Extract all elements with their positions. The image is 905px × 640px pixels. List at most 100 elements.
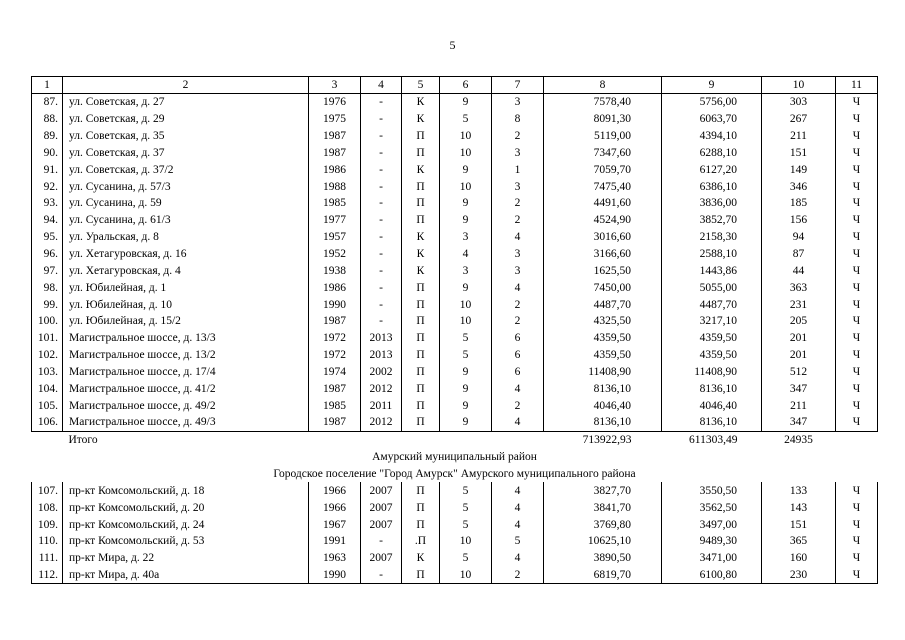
- table-cell: 1966: [308, 482, 361, 500]
- column-header: 4: [360, 76, 402, 94]
- table-cell: Магистральное шоссе, д. 13/2: [62, 346, 309, 364]
- table-cell: Ч: [835, 346, 878, 364]
- table-cell: П: [401, 363, 440, 381]
- table-row: 104. Магистральное шоссе, д. 41/2 1987 2012…: [31, 380, 878, 398]
- table-cell: 1987: [308, 144, 361, 162]
- table-cell: Магистральное шоссе, д. 13/3: [62, 329, 309, 347]
- table-cell: 2007: [360, 516, 402, 533]
- table-cell: 512: [761, 363, 836, 381]
- table-cell: 2: [491, 312, 544, 330]
- table-cell: 9: [439, 161, 492, 179]
- table-cell: П: [401, 346, 440, 364]
- table-cell: 8: [491, 110, 544, 128]
- table-cell: 2012: [360, 380, 402, 398]
- table-cell: 4: [491, 482, 544, 500]
- table-cell: К: [401, 262, 440, 280]
- table-cell: 1986: [308, 279, 361, 297]
- column-header: 7: [491, 76, 544, 94]
- table-cell: 4046,40: [661, 397, 762, 415]
- table-cell: 4359,50: [661, 329, 762, 347]
- table-cell: 3: [439, 262, 492, 280]
- table-row: 112. пр-кт Мира, д. 40а 1990- П 10 2 6819,70 61…: [31, 566, 878, 585]
- table-cell: 110.: [31, 532, 63, 550]
- table-cell: 6386,10: [661, 178, 762, 196]
- table-cell: -: [360, 178, 402, 196]
- table-cell: 94: [761, 228, 836, 246]
- total-area: 713922,93: [582, 434, 632, 447]
- table-cell: пр-кт Комсомольский, д. 24: [62, 516, 309, 533]
- table-cell: 1988: [308, 178, 361, 196]
- table-cell: 10: [439, 127, 492, 145]
- table-cell: ул. Сусанина, д. 59: [62, 195, 309, 212]
- table-cell: 1966: [308, 499, 361, 517]
- table-cell: 5: [439, 482, 492, 500]
- table-cell: П: [401, 380, 440, 398]
- table-row: 87. ул. Советская, д. 27 1976- К 9 3 7578,40 57…: [31, 93, 878, 111]
- table-cell: 9: [439, 195, 492, 212]
- table-cell: Ч: [835, 211, 878, 229]
- table-cell: Ч: [835, 312, 878, 330]
- column-header: 2: [62, 76, 309, 94]
- table-cell: 6100,80: [661, 566, 762, 585]
- table-cell: -: [360, 110, 402, 128]
- table-cell: 9: [439, 363, 492, 381]
- table-cell: 8136,10: [543, 380, 662, 398]
- total-label: Итого: [68, 434, 98, 447]
- table-cell: Ч: [835, 127, 878, 145]
- table-cell: 101.: [31, 329, 63, 347]
- table-cell: 3: [491, 245, 544, 263]
- table-cell: 363: [761, 279, 836, 297]
- table-cell: ул. Хетагуровская, д. 16: [62, 245, 309, 263]
- page-number: 5: [449, 38, 456, 52]
- section-district-row: Амурский муниципальный район: [32, 449, 878, 466]
- table-cell: ул. Юбилейная, д. 15/2: [62, 312, 309, 330]
- table-cell: 88.: [31, 110, 63, 128]
- table-cell: Ч: [835, 296, 878, 313]
- table-cell: 1987: [308, 414, 361, 432]
- table-cell: 87: [761, 245, 836, 263]
- table-cell: пр-кт Комсомольский, д. 53: [62, 532, 309, 550]
- table-cell: П: [401, 499, 440, 517]
- column-header-row: 1 2 3 4 5 6 7 8 9 10 11: [31, 76, 878, 94]
- table-cell: 97.: [31, 262, 63, 280]
- table-cell: 9: [439, 279, 492, 297]
- table-cell: 6819,70: [543, 566, 662, 585]
- table-cell: -: [360, 296, 402, 313]
- table-cell: П: [401, 414, 440, 432]
- table-cell: 4: [491, 516, 544, 533]
- table-cell: ул. Сусанина, д. 57/3: [62, 178, 309, 196]
- table-cell: К: [401, 161, 440, 179]
- table-cell: 3166,60: [543, 245, 662, 263]
- table-row: 93. ул. Сусанина, д. 59 1985- П 9 2 4491,60 383…: [31, 195, 878, 212]
- table-cell: 4359,50: [543, 329, 662, 347]
- table-cell: К: [401, 549, 440, 567]
- table-cell: 3: [491, 262, 544, 280]
- table-cell: пр-кт Мира, д. 40а: [62, 566, 309, 585]
- table-cell: 4325,50: [543, 312, 662, 330]
- column-header: 8: [543, 76, 662, 94]
- table-cell: 10: [439, 566, 492, 585]
- table-cell: 89.: [31, 127, 63, 145]
- table-cell: 91.: [31, 161, 63, 179]
- table-cell: Ч: [835, 245, 878, 263]
- table-cell: Ч: [835, 161, 878, 179]
- table-cell: К: [401, 110, 440, 128]
- table-cell: 7347,60: [543, 144, 662, 162]
- table-cell: 10: [439, 178, 492, 196]
- table-cell: 95.: [31, 228, 63, 246]
- table-cell: -: [360, 532, 402, 550]
- table-cell: 2007: [360, 499, 402, 517]
- table-cell: 4359,50: [661, 346, 762, 364]
- table-cell: ул. Юбилейная, д. 10: [62, 296, 309, 313]
- table-cell: 1974: [308, 363, 361, 381]
- table-cell: -: [360, 262, 402, 280]
- table-cell: П: [401, 482, 440, 500]
- table-cell: пр-кт Комсомольский, д. 18: [62, 482, 309, 500]
- section-district: Амурский муниципальный район: [372, 451, 537, 464]
- table-cell: Ч: [835, 414, 878, 432]
- table-cell: 365: [761, 532, 836, 550]
- table-cell: 303: [761, 93, 836, 111]
- table-cell: 9: [439, 211, 492, 229]
- table-cell: 347: [761, 414, 836, 432]
- table-cell: 8091,30: [543, 110, 662, 128]
